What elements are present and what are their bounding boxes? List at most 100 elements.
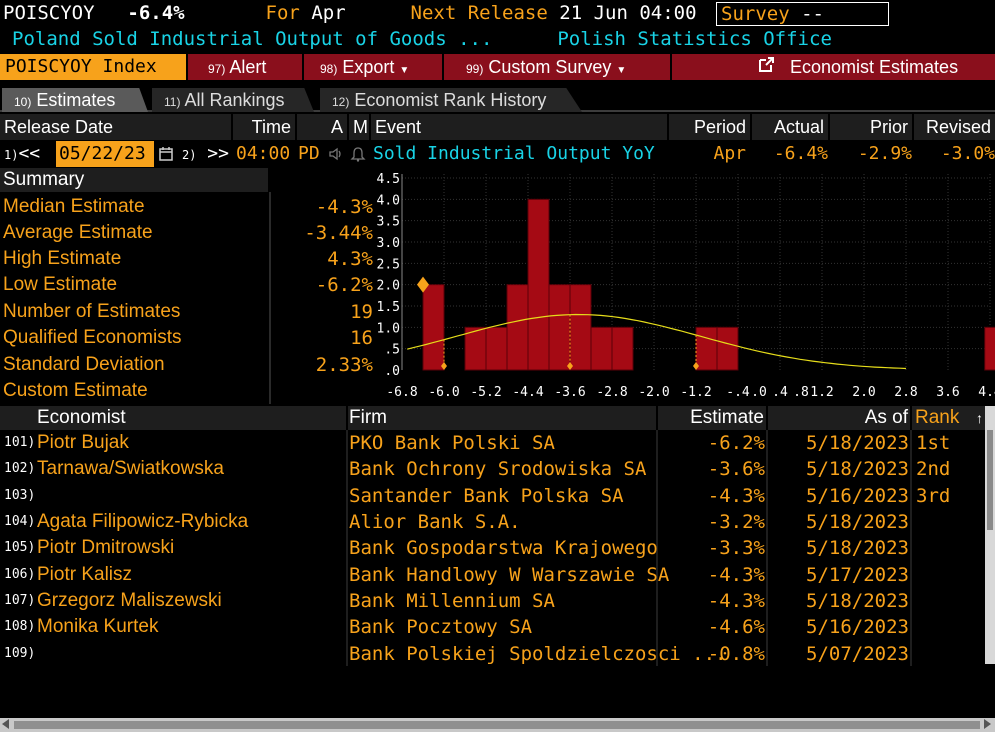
firm-name[interactable]: Bank Millennium SA <box>349 590 555 612</box>
calendar-icon[interactable] <box>158 141 174 167</box>
table-row[interactable]: 107) Grzegorz Maliszewski Bank Millenniu… <box>0 588 985 614</box>
x-tick-label: .4 <box>772 385 788 400</box>
m-header: M <box>349 114 369 140</box>
firm-name[interactable]: Bank Ochrony Srodowiska SA <box>349 458 647 480</box>
table-row[interactable]: 101) Piotr Bujak PKO Bank Polski SA -6.2… <box>0 430 985 456</box>
firm-name[interactable]: Bank Polskiej Spoldzielczosci ... <box>349 643 727 665</box>
table-row[interactable]: 108) Monika Kurtek Bank Pocztowy SA -4.6… <box>0 614 985 640</box>
tab-all-rankings[interactable]: 11) All Rankings <box>152 88 314 112</box>
previous-arrows: << <box>18 143 41 164</box>
estimate-marker <box>567 362 573 370</box>
economist-name[interactable]: Agata Filipowicz-Rybicka <box>37 511 249 532</box>
x-tick-label: 3.6 <box>936 385 959 400</box>
economist-name[interactable]: Monika Kurtek <box>37 616 159 637</box>
economist-name[interactable]: Piotr Kalisz <box>37 564 133 585</box>
summary-label[interactable]: Custom Estimate <box>3 380 148 401</box>
firm-name[interactable]: Santander Bank Polska SA <box>349 485 624 507</box>
histogram-bar <box>485 326 508 371</box>
economist-name[interactable]: Tarnawa/Swiatkowska <box>37 458 224 479</box>
release-date-input[interactable]: 05/22/23 <box>56 141 154 167</box>
row-index: 105) <box>4 540 36 555</box>
release-a-flag: PD <box>298 143 320 164</box>
actual-value-marker <box>417 276 429 293</box>
export-label: Export <box>342 57 395 77</box>
survey-value: -- <box>801 3 824 25</box>
firm-name[interactable]: Bank Gospodarstwa Krajowego <box>349 537 658 559</box>
speaker-icon[interactable] <box>328 141 344 167</box>
scroll-left-arrow-icon[interactable] <box>2 719 9 729</box>
event-name[interactable]: Sold Industrial Output YoY <box>373 143 655 164</box>
summary-label: Qualified Economists <box>3 327 182 348</box>
security-description-line: Poland Sold Industrial Output of Goods .… <box>12 28 832 52</box>
rank-column-header[interactable]: Rank ↑ <box>912 406 985 430</box>
custom-survey-dropdown[interactable]: 99) Custom Survey ▼ <box>466 54 626 80</box>
table-row[interactable]: 105) Piotr Dmitrowski Bank Gospodarstwa … <box>0 535 985 561</box>
firm-name[interactable]: Alior Bank S.A. <box>349 511 521 533</box>
column-divider <box>346 430 348 666</box>
tab-estimates[interactable]: 10) Estimates <box>2 88 148 112</box>
firm-column-header[interactable]: Firm <box>348 406 656 430</box>
column-divider <box>910 430 912 666</box>
column-divider <box>656 430 658 666</box>
scroll-right-arrow-icon[interactable] <box>984 719 991 729</box>
summary-label: High Estimate <box>3 248 122 269</box>
firm-name[interactable]: Bank Handlowy W Warszawie SA <box>349 564 670 586</box>
horizontal-scrollbar-thumb[interactable] <box>14 721 980 729</box>
vertical-scrollbar-thumb[interactable] <box>987 430 993 530</box>
firm-name[interactable]: PKO Bank Polski SA <box>349 432 555 454</box>
column-divider <box>766 430 768 666</box>
as-of-column-header[interactable]: As of <box>768 406 910 430</box>
next-release-button[interactable]: 2) >> <box>182 141 229 167</box>
histogram-bar <box>984 326 995 371</box>
row-index: 106) <box>4 567 36 582</box>
estimate-value: -3.2% <box>707 511 765 533</box>
estimate-marker <box>441 362 447 370</box>
histogram-bar <box>695 326 718 371</box>
firm-name[interactable]: Bank Pocztowy SA <box>349 616 533 638</box>
chevron-down-icon: ▼ <box>616 65 627 76</box>
economist-estimates-link[interactable]: Economist Estimates <box>757 54 958 80</box>
table-row[interactable]: 104) Agata Filipowicz-Rybicka Alior Bank… <box>0 509 985 535</box>
normal-distribution-curve <box>407 313 907 370</box>
revised-value: -3.0% <box>940 143 995 164</box>
prior-header: Prior <box>830 114 912 140</box>
alert-button[interactable]: 97) Alert <box>208 54 266 80</box>
table-row[interactable]: 106) Piotr Kalisz Bank Handlowy W Warsza… <box>0 562 985 588</box>
previous-release-button[interactable]: 1)<< <box>4 141 40 167</box>
security-description: Poland Sold Industrial Output of Goods .… <box>12 28 493 50</box>
rank-header-label: Rank <box>915 407 960 428</box>
tab-label: Economist Rank History <box>354 90 547 110</box>
histogram-bar <box>716 326 739 371</box>
y-tick-label: 3.0 <box>377 236 400 251</box>
export-dropdown[interactable]: 98) Export ▼ <box>320 54 409 80</box>
next-release-label: Next Release <box>410 2 548 24</box>
toolbar-divider <box>670 54 672 80</box>
previous-shortcut: 1) <box>4 148 19 162</box>
x-tick-label: 4.4 <box>978 385 995 400</box>
table-row[interactable]: 102) Tarnawa/Swiatkowska Bank Ochrony Sr… <box>0 456 985 482</box>
bell-icon[interactable] <box>350 141 366 167</box>
survey-field[interactable]: Survey -- <box>716 2 889 26</box>
table-row[interactable]: 103) Santander Bank Polska SA -4.3% 5/16… <box>0 483 985 509</box>
as-of-date: 5/18/2023 <box>806 432 909 454</box>
security-index-tab[interactable]: POISCYOY Index <box>0 54 186 80</box>
table-row[interactable]: 109) Bank Polskiej Spoldzielczosci ... -… <box>0 641 985 667</box>
y-tick-label: 4.0 <box>377 193 400 208</box>
economist-estimates-label: Economist Estimates <box>790 57 959 77</box>
tab-economist-rank-history[interactable]: 12) Economist Rank History <box>320 88 582 112</box>
ticker-symbol[interactable]: POISCYOY <box>3 2 95 24</box>
economist-column-header[interactable]: Economist <box>0 406 346 430</box>
economist-name[interactable]: Piotr Bujak <box>37 432 129 453</box>
y-tick-label: .0 <box>384 364 400 379</box>
as-of-date: 5/18/2023 <box>806 458 909 480</box>
economist-name[interactable]: Piotr Dmitrowski <box>37 537 175 558</box>
prior-value: -2.9% <box>857 143 912 164</box>
estimate-value: -3.3% <box>707 537 765 559</box>
estimate-column-header[interactable]: Estimate <box>658 406 766 430</box>
next-release-value: 21 Jun 04:00 <box>559 2 697 24</box>
as-of-date: 5/17/2023 <box>806 564 909 586</box>
vertical-scrollbar[interactable] <box>985 406 995 664</box>
estimate-value: -6.2% <box>707 432 765 454</box>
economist-name[interactable]: Grzegorz Maliszewski <box>37 590 222 611</box>
histogram-bar <box>611 326 634 371</box>
